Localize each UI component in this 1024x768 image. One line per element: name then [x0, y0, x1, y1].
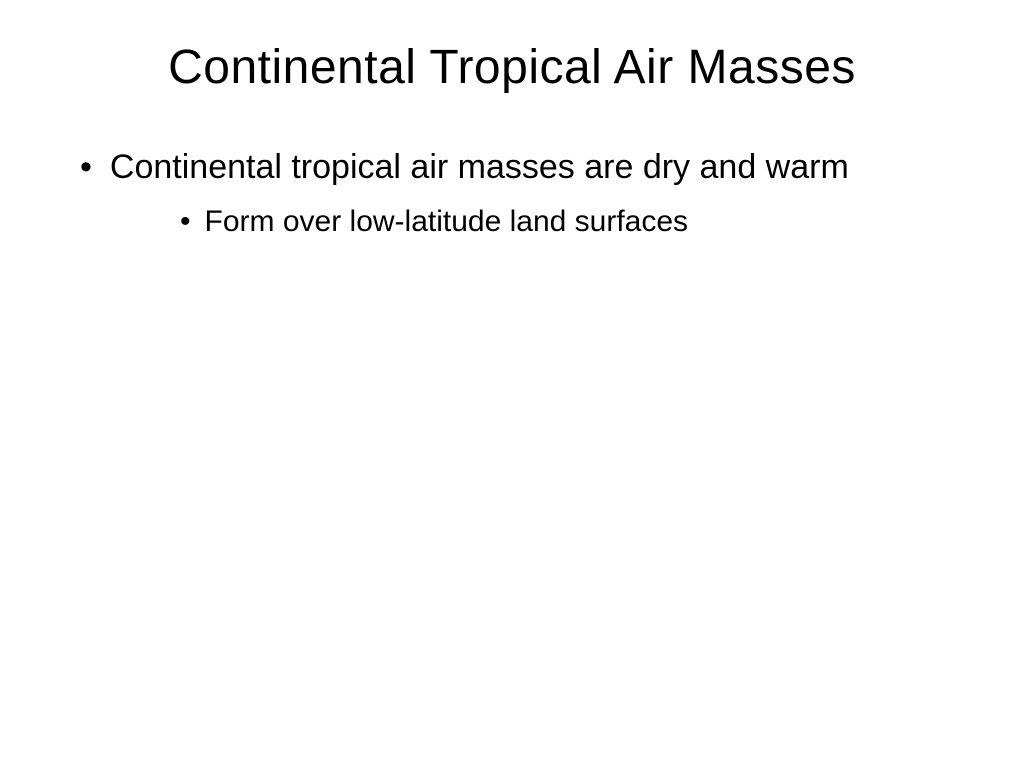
bullet-item-level2: • Form over low-latitude land surfaces [180, 201, 954, 243]
slide-container: Continental Tropical Air Masses • Contin… [0, 0, 1024, 768]
bullet-text-level2: Form over low-latitude land surfaces [205, 201, 689, 243]
bullet-list-level2: • Form over low-latitude land surfaces [80, 201, 954, 243]
bullet-marker: • [180, 201, 191, 243]
bullet-text-level1: Continental tropical air masses are dry … [110, 145, 849, 191]
slide-title: Continental Tropical Air Masses [70, 40, 954, 95]
bullet-item-level1: • Continental tropical air masses are dr… [80, 145, 954, 191]
slide-content: • Continental tropical air masses are dr… [70, 145, 954, 243]
bullet-list-level1: • Continental tropical air masses are dr… [80, 145, 954, 191]
bullet-marker: • [80, 145, 92, 191]
